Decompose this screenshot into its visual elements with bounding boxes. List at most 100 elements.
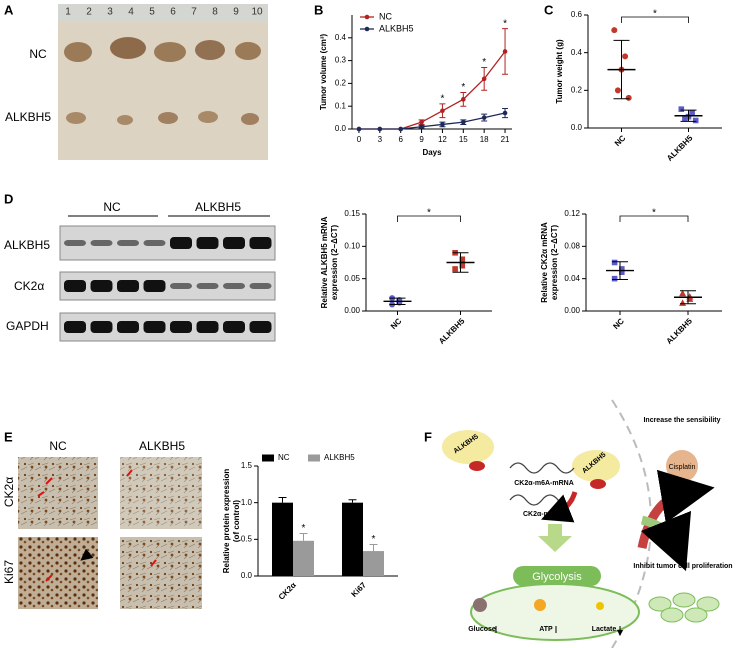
line [358,112,506,130]
data-point [625,94,632,101]
bar [342,502,363,576]
y-tick-label: 0.04 [564,274,580,283]
y-tick-label: 0.00 [564,306,580,315]
data-point [622,53,629,60]
y-tick-label: 0.10 [344,241,360,250]
significance-bracket [619,215,689,222]
x-tick-label: ALKBH5 [665,316,695,346]
data-point [692,117,699,124]
effect-label: Inhibit tumor cell proliferation [633,563,732,570]
bar [272,502,293,576]
ruler-label: 3 [107,7,113,18]
row-label: Ki67 [2,560,16,584]
data-point [502,49,508,54]
data-point [679,299,687,306]
blot-band [196,321,219,333]
sd-bar [680,109,697,122]
panel-label: D [4,191,13,206]
blot-band [117,240,139,246]
western-blot [59,225,276,342]
column-label: NC [103,200,121,214]
significance-bracket [397,215,461,222]
ruler-label: 6 [170,7,176,18]
blot-band [143,321,166,333]
panel-label: C [544,2,554,17]
data-point [611,275,618,282]
data-point [461,119,466,125]
ruler-label: 5 [149,7,155,18]
x-tick-label: 9 [419,135,424,144]
significance-label: * [482,57,486,68]
mechanism-diagram [442,399,720,648]
data-point [419,124,424,130]
significance-label: * [461,82,465,93]
blot-band [64,280,86,292]
data-point [440,122,445,127]
x-tick-label: ALKBH5 [437,316,467,346]
x-tick-label: 15 [459,135,468,144]
ruler-label: 10 [251,7,263,18]
blot-band [223,237,245,249]
blot-band [90,240,113,246]
y-tick-label: 0.4 [335,33,347,42]
data-point [619,266,625,272]
data-point [481,76,487,82]
blot-band [90,280,113,292]
data-point [619,269,625,275]
blot-band [90,321,113,333]
x-tick-label: NC [389,316,404,331]
row-label: CK2α [2,477,16,507]
y-tick-label: 0.00 [344,306,360,315]
ihc-images [18,457,202,609]
significance-label: * [427,208,431,219]
row-label: CK2α [14,279,44,293]
y-tick-label: 0.05 [344,274,360,283]
y-axis-label: expression (2−ΔCT) [330,225,339,301]
column-label: ALKBH5 [195,200,241,214]
y-axis-label: expression (2−ΔCT) [550,225,559,301]
error-bar [278,497,287,503]
pathway-label: Glycolysis [532,571,582,583]
mrna-label: CK2α-mRNA [523,511,565,518]
y-axis-label: Tumor volume (cm³) [319,34,328,111]
sd-bar [452,252,469,273]
panel-label: A [4,2,14,17]
y-tick-label: 0.08 [564,241,580,250]
ruler-label: 8 [212,7,218,18]
x-tick-label: 18 [480,135,489,144]
effect-label: Increase the sensibility [643,417,720,424]
data-point [682,115,688,122]
y-tick-label: 0.15 [344,209,360,218]
y-tick-label: 1.5 [241,461,253,470]
error-bar [299,532,308,541]
drug-label: Cisplatin [669,464,696,471]
legend-swatch [308,454,320,462]
data-point [459,262,466,269]
blot-band [143,240,166,246]
data-point [356,126,362,132]
y-axis-label: Relative ALKBH5 mRNA [320,216,329,308]
data-point [440,108,445,114]
blot-band [249,321,272,333]
row-label: ALKBH5 [5,110,51,124]
x-tick-label: 0 [357,135,362,144]
legend-label: ALKBH5 [324,453,355,462]
mrna-label: CK2α-m6A-mRNA [514,480,574,487]
metabolite-label: Lactate [592,626,617,633]
data-point [398,126,403,132]
sd-bar [613,39,630,100]
significance-bracket [621,16,689,23]
legend-marker [364,26,370,32]
blot-band [170,237,192,249]
blot-band [143,280,166,292]
significance-label: * [652,208,656,219]
blot-band [196,283,219,289]
data-point [419,119,424,125]
sd-bar [680,290,696,305]
y-tick-label: 0.0 [241,571,253,580]
data-point [614,87,621,94]
x-tick-label: NC [613,133,628,148]
data-point [452,266,458,272]
data-point [481,115,487,120]
